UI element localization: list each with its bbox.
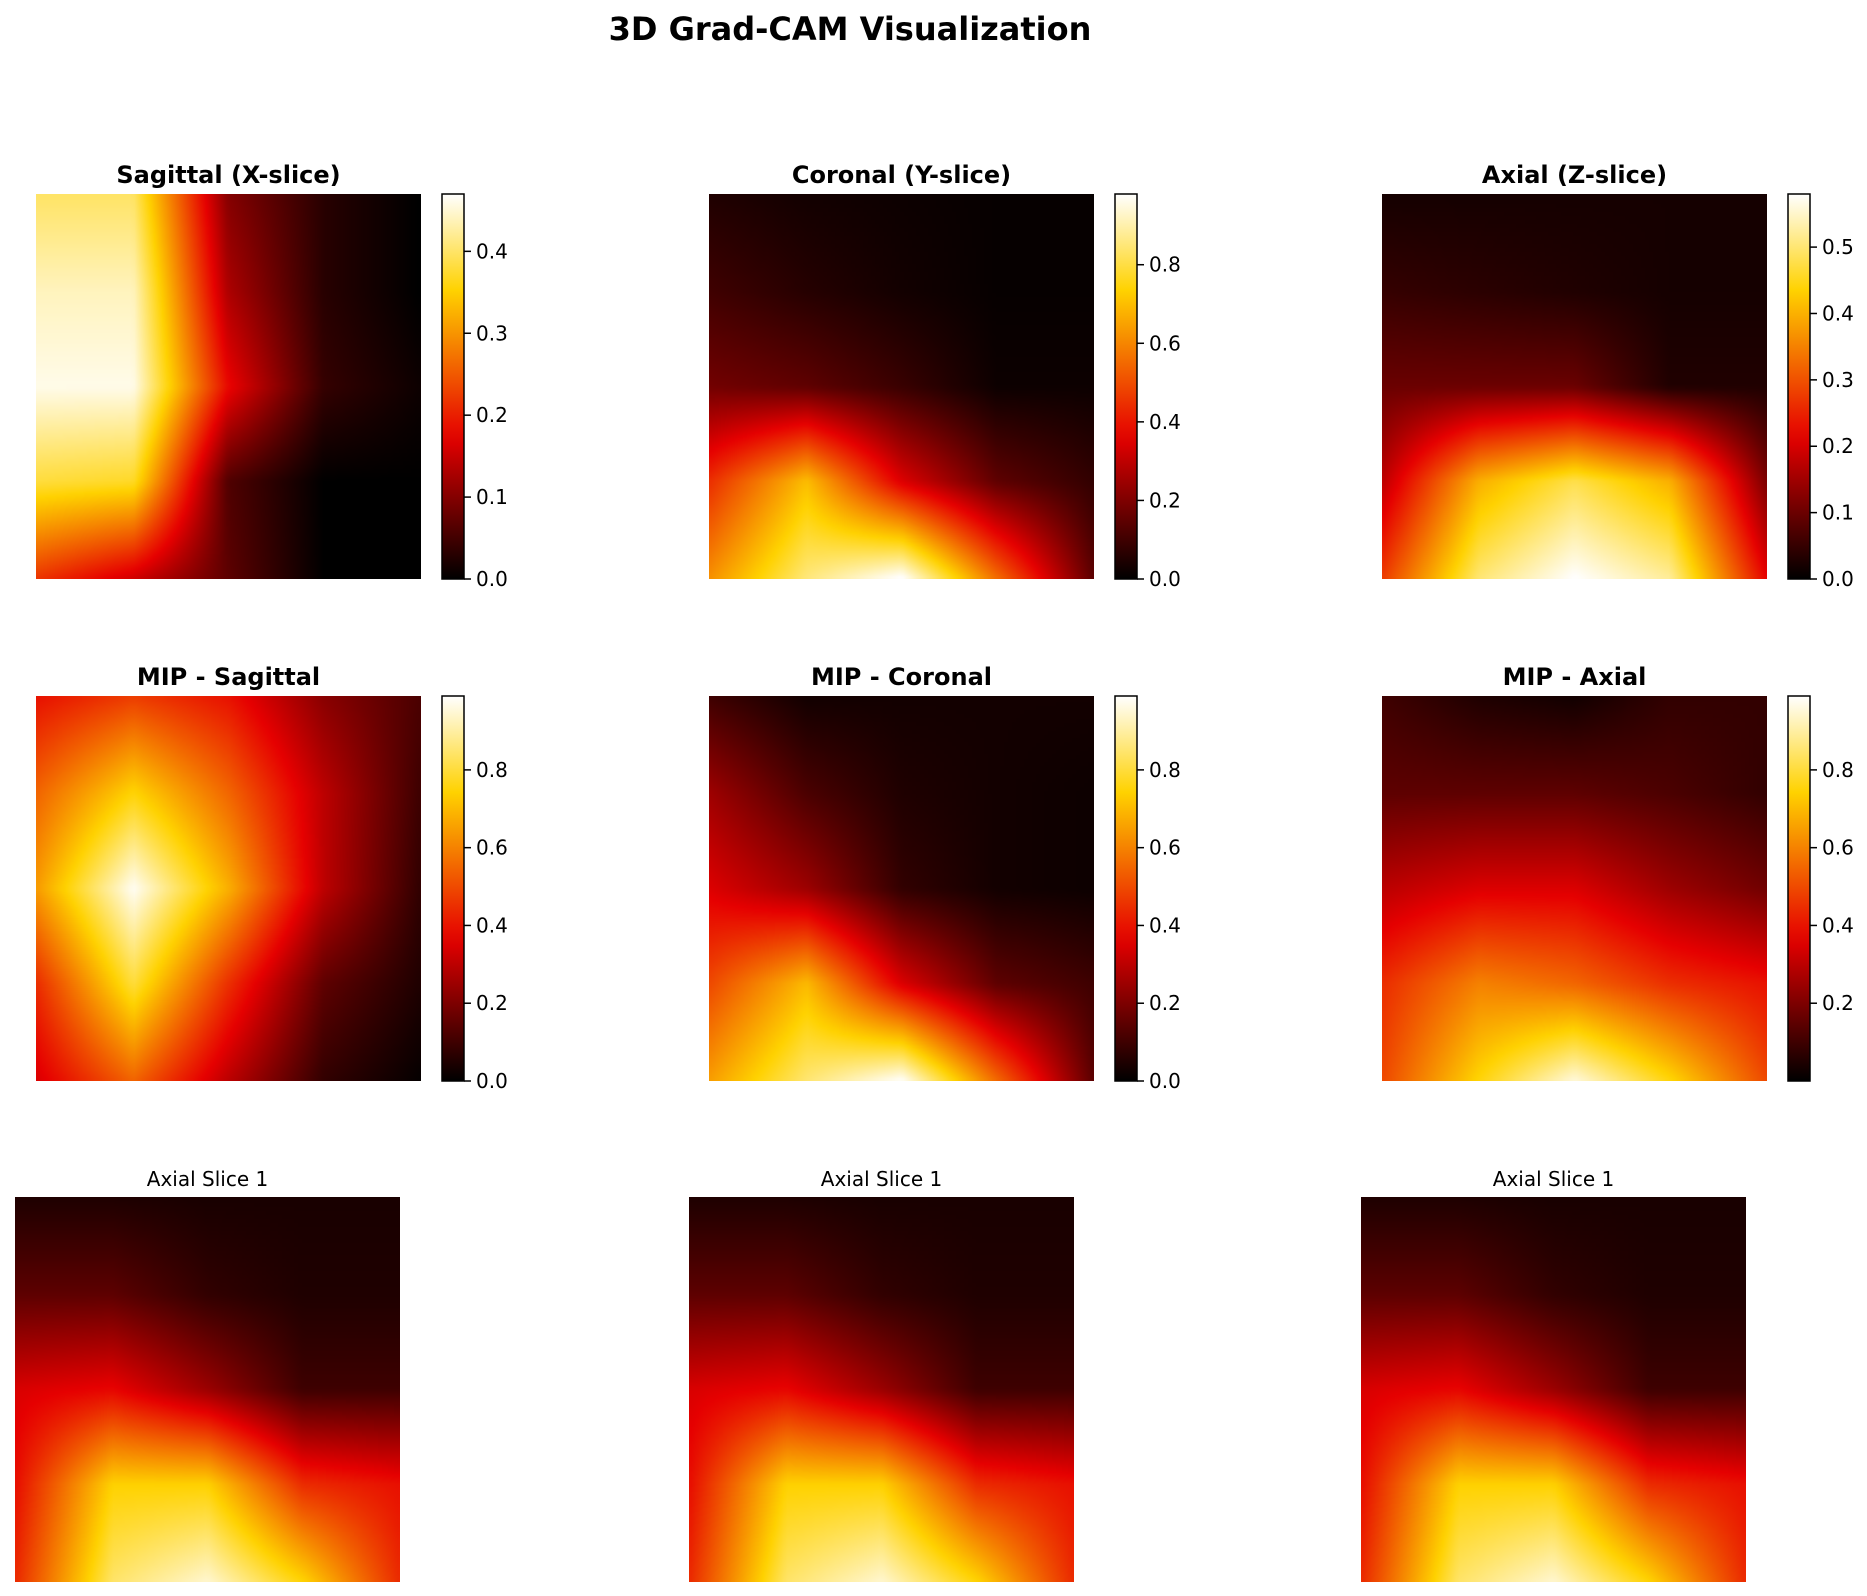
heatmap-image <box>1382 696 1767 1081</box>
colorbar-tick-label: 0.0 <box>1149 567 1181 591</box>
colorbar-tick-label: 0.1 <box>476 485 508 509</box>
heatmap-image <box>709 696 1094 1081</box>
heatmap-image <box>1382 194 1767 579</box>
colorbar <box>1114 695 1138 1082</box>
colorbar-tick-label: 0.6 <box>1149 836 1181 860</box>
panel-title: Axial Slice 1 <box>147 1167 268 1191</box>
panel-title: Axial Slice 1 <box>821 1167 942 1191</box>
heatmap-panel: Axial Slice 1 <box>1361 1167 1746 1582</box>
colorbar-tick-label: 0.4 <box>476 239 508 263</box>
heatmap-panel: Sagittal (X-slice) 0.0 0.1 0.2 0.3 0.4 <box>36 161 508 591</box>
colorbar-tick-label: 0.4 <box>476 913 508 937</box>
heatmap-image <box>709 194 1094 579</box>
colorbar-tick-label: 0.2 <box>1149 991 1181 1015</box>
colorbar-tick-label: 0.5 <box>1822 235 1854 259</box>
panel-title: Coronal (Y-slice) <box>792 161 1011 189</box>
colorbar-tick-label: 0.4 <box>1149 410 1181 434</box>
colorbar-tick-label: 0.2 <box>1822 434 1854 458</box>
colorbar-tick-label: 0.4 <box>1149 913 1181 937</box>
colorbar-tick-label: 0.4 <box>1822 913 1854 937</box>
panel-title: MIP - Axial <box>1503 663 1647 691</box>
heatmap-panel: MIP - Sagittal 0.0 0.2 0.4 0.6 0.8 <box>36 663 508 1093</box>
colorbar-tick-label: 0.6 <box>1149 331 1181 355</box>
colorbar-tick-label: 0.8 <box>1149 253 1181 277</box>
colorbar-tick-label: 0.6 <box>1822 836 1854 860</box>
colorbar <box>1787 193 1811 580</box>
colorbar-tick-label: 0.0 <box>1149 1069 1181 1093</box>
heatmap-panel: Axial Slice 1 <box>15 1167 400 1582</box>
colorbar-tick-label: 0.0 <box>1822 567 1854 591</box>
panel-title: Axial (Z-slice) <box>1482 161 1667 189</box>
colorbar <box>1787 695 1811 1082</box>
colorbar-tick-label: 0.3 <box>1822 368 1854 392</box>
colorbar-tick-label: 0.8 <box>1822 758 1854 782</box>
heatmap-image <box>36 194 421 579</box>
colorbar-tick-label: 0.0 <box>476 1069 508 1093</box>
colorbar-tick-label: 0.8 <box>476 758 508 782</box>
heatmap-image <box>1361 1197 1746 1582</box>
heatmap-panel: Coronal (Y-slice) 0.0 0.2 0.4 0.6 0.8 <box>709 161 1181 591</box>
heatmap-image <box>15 1197 400 1582</box>
panel-title: Sagittal (X-slice) <box>116 161 340 189</box>
heatmap-panel: Axial (Z-slice) 0.0 0.1 0.2 0.3 0.4 0.5 <box>1382 161 1854 591</box>
colorbar <box>441 193 465 580</box>
heatmap-image <box>689 1197 1074 1582</box>
colorbar <box>441 695 465 1082</box>
heatmap-panel: MIP - Coronal 0.0 0.2 0.4 0.6 0.8 <box>709 663 1181 1093</box>
panel-title: MIP - Coronal <box>811 663 992 691</box>
colorbar-tick-label: 0.2 <box>476 991 508 1015</box>
colorbar-tick-label: 0.2 <box>476 403 508 427</box>
colorbar-tick-label: 0.1 <box>1822 501 1854 525</box>
colorbar-tick-label: 0.6 <box>476 836 508 860</box>
colorbar-tick-label: 0.3 <box>476 321 508 345</box>
colorbar <box>1114 193 1138 580</box>
panel-title: MIP - Sagittal <box>137 663 320 691</box>
colorbar-tick-label: 0.2 <box>1822 991 1854 1015</box>
colorbar-tick-label: 0.2 <box>1149 488 1181 512</box>
heatmap-image <box>36 696 421 1081</box>
panel-title: Axial Slice 1 <box>1493 1167 1614 1191</box>
heatmap-panel: MIP - Axial 0.2 0.4 0.6 0.8 <box>1382 663 1854 1082</box>
heatmap-panel: Axial Slice 1 <box>689 1167 1074 1582</box>
colorbar-tick-label: 0.8 <box>1149 758 1181 782</box>
colorbar-tick-label: 0.0 <box>476 567 508 591</box>
figure-title: 3D Grad-CAM Visualization <box>609 10 1092 48</box>
colorbar-tick-label: 0.4 <box>1822 301 1854 325</box>
